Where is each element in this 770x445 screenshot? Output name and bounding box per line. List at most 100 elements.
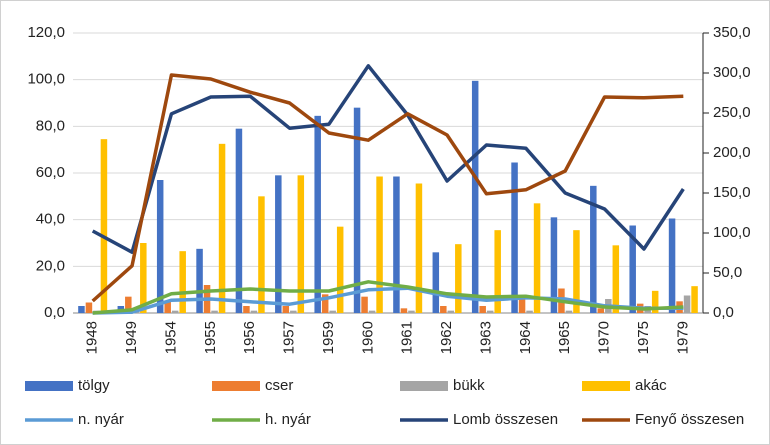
bar bbox=[78, 306, 85, 313]
legend-label: h. nyár bbox=[265, 411, 311, 428]
bar bbox=[400, 308, 408, 313]
bar bbox=[235, 128, 243, 313]
legend-label: Lomb összesen bbox=[453, 411, 558, 428]
bar bbox=[408, 310, 415, 313]
bar bbox=[179, 251, 186, 313]
y-tick-label: 40,0 bbox=[36, 211, 65, 228]
line-series bbox=[91, 64, 685, 254]
legend-label: tölgy bbox=[78, 377, 110, 394]
bar bbox=[518, 299, 526, 313]
y2-tick-label: 50,0 bbox=[713, 264, 742, 281]
legend-swatch bbox=[400, 381, 448, 391]
bar bbox=[250, 310, 258, 313]
bar bbox=[140, 243, 147, 313]
bar bbox=[125, 296, 132, 313]
y2-tick-label: 200,0 bbox=[713, 144, 751, 161]
bar bbox=[629, 225, 636, 313]
bar bbox=[290, 310, 297, 313]
bar bbox=[171, 310, 179, 313]
bar bbox=[275, 175, 282, 313]
x-tick-label: 1975 bbox=[635, 321, 652, 354]
bar bbox=[668, 218, 676, 313]
bar bbox=[691, 286, 698, 313]
bar bbox=[353, 107, 361, 314]
y2-tick-label: 250,0 bbox=[713, 104, 751, 121]
line-series bbox=[91, 73, 684, 303]
legend-swatch bbox=[212, 381, 260, 391]
bar bbox=[565, 310, 573, 313]
x-tick-label: 1954 bbox=[162, 321, 179, 354]
line-series bbox=[92, 286, 684, 315]
bar bbox=[376, 176, 383, 313]
bar bbox=[415, 183, 423, 313]
bar bbox=[258, 196, 265, 313]
x-tick-label: 1979 bbox=[674, 321, 691, 354]
x-tick-label: 1961 bbox=[399, 321, 416, 354]
legend-label: bükk bbox=[453, 377, 485, 394]
bar bbox=[393, 176, 400, 313]
x-tick-label: 1956 bbox=[241, 321, 258, 354]
x-tick-label: 1960 bbox=[359, 321, 376, 354]
bar bbox=[511, 162, 518, 313]
x-tick-label: 1970 bbox=[596, 321, 613, 354]
bar bbox=[550, 217, 558, 313]
y2-tick-label: 150,0 bbox=[713, 184, 751, 201]
legend-swatch bbox=[582, 381, 630, 391]
legend-label: akác bbox=[635, 377, 667, 394]
bar bbox=[455, 244, 462, 313]
bar bbox=[156, 180, 164, 313]
line-series bbox=[92, 280, 684, 315]
bar bbox=[85, 302, 93, 313]
x-tick-label: 1957 bbox=[281, 321, 298, 354]
bar bbox=[597, 308, 605, 313]
bar bbox=[196, 248, 203, 313]
bar bbox=[100, 139, 108, 313]
bar bbox=[526, 310, 533, 313]
bar bbox=[361, 296, 368, 313]
bar bbox=[440, 306, 447, 313]
y-tick-label: 120,0 bbox=[27, 24, 65, 41]
y2-tick-label: 0,0 bbox=[713, 304, 734, 321]
bar bbox=[211, 310, 218, 313]
x-tick-label: 1964 bbox=[517, 321, 534, 354]
y-tick-label: 80,0 bbox=[36, 117, 65, 134]
bar bbox=[494, 230, 501, 313]
bar bbox=[612, 245, 620, 313]
bar bbox=[336, 226, 344, 313]
legend-label: cser bbox=[265, 377, 293, 394]
bar bbox=[573, 230, 580, 313]
bar bbox=[321, 294, 329, 313]
y-tick-label: 60,0 bbox=[36, 164, 65, 181]
legend-label: n. nyár bbox=[78, 411, 124, 428]
y2-tick-label: 100,0 bbox=[713, 224, 751, 241]
legend-swatch bbox=[25, 381, 73, 391]
bar bbox=[447, 310, 455, 313]
y-tick-label: 20,0 bbox=[36, 257, 65, 274]
bar bbox=[243, 306, 250, 313]
bar bbox=[297, 175, 305, 313]
y2-tick-label: 350,0 bbox=[713, 24, 751, 41]
bar bbox=[533, 203, 541, 313]
x-tick-label: 1959 bbox=[320, 321, 337, 354]
bar bbox=[683, 295, 691, 313]
x-tick-label: 1948 bbox=[84, 321, 101, 354]
x-tick-label: 1955 bbox=[202, 321, 219, 354]
bar bbox=[164, 301, 171, 313]
bar bbox=[432, 252, 440, 313]
bar bbox=[590, 185, 597, 313]
bar bbox=[479, 306, 486, 313]
x-tick-label: 1962 bbox=[438, 321, 455, 354]
bar bbox=[282, 306, 290, 313]
y2-tick-label: 300,0 bbox=[713, 64, 751, 81]
x-tick-label: 1963 bbox=[477, 321, 494, 354]
bar bbox=[314, 115, 321, 313]
legend-label: Fenyő összesen bbox=[635, 411, 744, 428]
x-tick-label: 1949 bbox=[123, 321, 140, 354]
bar bbox=[471, 80, 479, 313]
y-tick-label: 100,0 bbox=[27, 71, 65, 88]
bar bbox=[329, 310, 336, 313]
x-tick-label: 1965 bbox=[556, 321, 573, 354]
bar bbox=[368, 310, 376, 313]
